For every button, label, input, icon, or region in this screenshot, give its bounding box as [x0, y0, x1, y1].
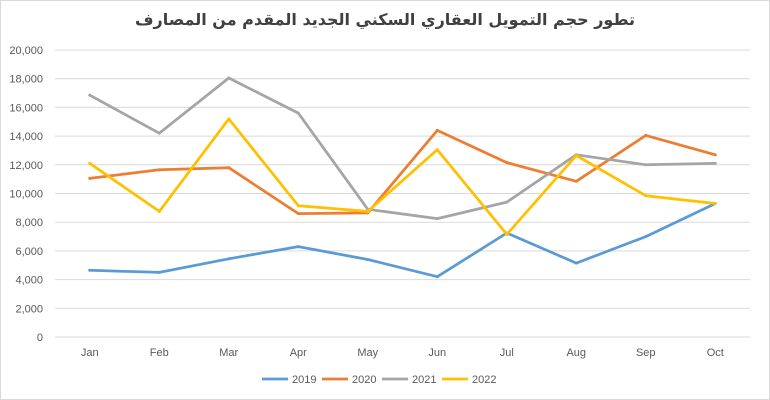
data-point [296, 212, 300, 216]
data-point [88, 93, 92, 97]
y-tick-label: 12,000 [9, 160, 43, 172]
y-tick-label: 16,000 [9, 102, 43, 114]
data-point [644, 133, 648, 137]
y-tick-label: 8,000 [15, 217, 43, 229]
data-point [713, 202, 717, 206]
legend: 2019 2020 2021 2022 [262, 374, 496, 386]
data-point [366, 209, 370, 213]
y-tick-label: 18,000 [9, 74, 43, 86]
y-tick-label: 6,000 [15, 246, 43, 258]
data-point [157, 270, 161, 274]
y-axis-ticks: 0 2,000 4,000 6,000 8,000 10,000 12,000 14,000 1… [9, 45, 43, 344]
data-point [88, 176, 92, 180]
data-point [435, 275, 439, 279]
data-point [296, 111, 300, 115]
x-tick-label: Jun [428, 347, 446, 359]
y-tick-label: 20,000 [9, 45, 43, 57]
data-point [574, 153, 578, 157]
data-point [644, 235, 648, 239]
y-tick-label: 10,000 [9, 189, 43, 201]
chart-title: تطور حجم التمويل العقاري السكني الجديد ا… [134, 10, 636, 29]
data-point [644, 163, 648, 167]
legend-label: 2019 [292, 374, 316, 386]
data-point [435, 148, 439, 152]
data-point [713, 161, 717, 165]
data-point [435, 128, 439, 132]
x-tick-label: Sep [636, 347, 656, 359]
data-point [505, 232, 509, 236]
data-point [157, 131, 161, 135]
data-point [505, 161, 509, 165]
series-line-2022 [88, 117, 717, 236]
x-axis-ticks: Jan Feb Mar Apr May Jun Jul Aug Sep Oct [81, 347, 724, 359]
x-tick-label: Apr [290, 347, 307, 359]
data-point [713, 153, 717, 157]
series-line-2019 [88, 202, 717, 279]
data-point [574, 179, 578, 183]
y-tick-label: 14,000 [9, 131, 43, 143]
x-tick-label: Jan [81, 347, 99, 359]
legend-label: 2020 [352, 374, 376, 386]
x-tick-label: Feb [150, 347, 169, 359]
data-point [505, 200, 509, 204]
data-point [296, 204, 300, 208]
x-tick-label: Oct [707, 347, 724, 359]
y-tick-label: 0 [37, 332, 43, 344]
data-point [644, 194, 648, 198]
data-point [227, 257, 231, 261]
data-point [157, 209, 161, 213]
data-point [88, 268, 92, 272]
x-tick-label: May [357, 347, 378, 359]
data-point [296, 245, 300, 249]
series-line-2021 [88, 76, 717, 220]
x-tick-label: Mar [219, 347, 238, 359]
x-tick-label: Aug [566, 347, 586, 359]
data-point [227, 117, 231, 121]
legend-label: 2021 [412, 374, 436, 386]
data-point [227, 166, 231, 170]
data-point [227, 76, 231, 80]
series-lines [88, 76, 717, 279]
x-tick-label: Jul [500, 347, 514, 359]
data-point [88, 161, 92, 165]
gridlines [55, 49, 750, 338]
data-point [366, 258, 370, 262]
y-tick-label: 4,000 [15, 275, 43, 287]
data-point [574, 261, 578, 265]
series-line-2020 [88, 129, 717, 215]
y-tick-label: 2,000 [15, 303, 43, 315]
data-point [157, 168, 161, 172]
legend-label: 2022 [472, 374, 496, 386]
data-point [435, 217, 439, 221]
